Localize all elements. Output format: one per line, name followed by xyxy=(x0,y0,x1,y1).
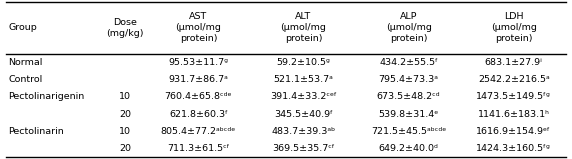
Text: 673.5±48.2ᶜᵈ: 673.5±48.2ᶜᵈ xyxy=(377,92,440,101)
Text: Normal: Normal xyxy=(9,58,43,67)
Text: 20: 20 xyxy=(119,144,131,153)
Text: AST
(μmol/mg
protein): AST (μmol/mg protein) xyxy=(176,12,221,43)
Text: 649.2±40.0ᵈ: 649.2±40.0ᵈ xyxy=(379,144,439,153)
Text: 59.2±10.5ᵍ: 59.2±10.5ᵍ xyxy=(277,58,331,67)
Text: LDH
(μmol/mg
protein): LDH (μmol/mg protein) xyxy=(491,12,537,43)
Text: Pectolinarigenin: Pectolinarigenin xyxy=(9,92,85,101)
Text: 434.2±55.5ᶠ: 434.2±55.5ᶠ xyxy=(379,58,438,67)
Text: 391.4±33.2ᶜᵉᶠ: 391.4±33.2ᶜᵉᶠ xyxy=(270,92,337,101)
Text: 721.5±45.5ᵃᵇᶜᵈᵉ: 721.5±45.5ᵃᵇᶜᵈᵉ xyxy=(371,127,446,136)
Text: 2542.2±216.5ᵃ: 2542.2±216.5ᵃ xyxy=(478,75,550,84)
Text: Control: Control xyxy=(9,75,43,84)
Text: 621.8±60.3ᶠ: 621.8±60.3ᶠ xyxy=(169,110,228,119)
Text: 521.1±53.7ᵃ: 521.1±53.7ᵃ xyxy=(273,75,333,84)
Text: 931.7±86.7ᵃ: 931.7±86.7ᵃ xyxy=(169,75,228,84)
Text: 711.3±61.5ᶜᶠ: 711.3±61.5ᶜᶠ xyxy=(167,144,230,153)
Text: 539.8±31.4ᵉ: 539.8±31.4ᵉ xyxy=(379,110,439,119)
Text: Dose
(mg/kg): Dose (mg/kg) xyxy=(106,17,144,38)
Text: 683.1±27.9ⁱ: 683.1±27.9ⁱ xyxy=(485,58,543,67)
Text: Pectolinarin: Pectolinarin xyxy=(9,127,64,136)
Text: 760.4±65.8ᶜᵈᵉ: 760.4±65.8ᶜᵈᵉ xyxy=(165,92,232,101)
Text: 805.4±77.2ᵃᵇᶜᵈᵉ: 805.4±77.2ᵃᵇᶜᵈᵉ xyxy=(161,127,236,136)
Text: Group: Group xyxy=(9,23,37,32)
Text: ALT
(μmol/mg
protein): ALT (μmol/mg protein) xyxy=(281,12,327,43)
Text: 1141.6±183.1ʰ: 1141.6±183.1ʰ xyxy=(478,110,550,119)
Text: 10: 10 xyxy=(119,92,131,101)
Text: 345.5±40.9ᶠ: 345.5±40.9ᶠ xyxy=(274,110,333,119)
Text: 1616.9±154.9ᵉᶠ: 1616.9±154.9ᵉᶠ xyxy=(476,127,551,136)
Text: 483.7±39.3ᵃᵇ: 483.7±39.3ᵃᵇ xyxy=(272,127,336,136)
Text: 95.53±11.7ᵍ: 95.53±11.7ᵍ xyxy=(168,58,228,67)
Text: ALP
(μmol/mg
protein): ALP (μmol/mg protein) xyxy=(386,12,431,43)
Text: 369.5±35.7ᶜᶠ: 369.5±35.7ᶜᶠ xyxy=(272,144,335,153)
Text: 795.4±73.3ᵃ: 795.4±73.3ᵃ xyxy=(379,75,439,84)
Text: 1424.3±160.5ᶠᵍ: 1424.3±160.5ᶠᵍ xyxy=(476,144,551,153)
Text: 10: 10 xyxy=(119,127,131,136)
Text: 20: 20 xyxy=(119,110,131,119)
Text: 1473.5±149.5ᶠᵍ: 1473.5±149.5ᶠᵍ xyxy=(476,92,551,101)
